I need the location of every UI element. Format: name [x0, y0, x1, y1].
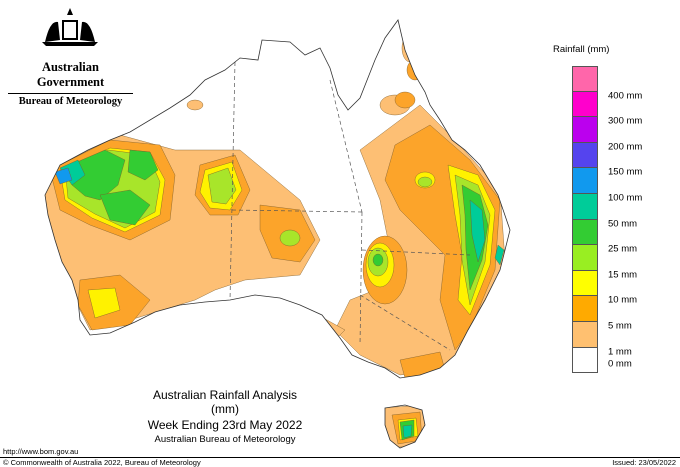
- legend-swatch: [572, 91, 598, 118]
- legend-label: 100 mm: [608, 192, 643, 204]
- legend-label: 5 mm: [608, 320, 632, 332]
- government-name: Australian Government: [36, 60, 105, 89]
- legend-swatch: [572, 168, 598, 194]
- legend-swatch: [572, 66, 598, 92]
- legend-swatch: [572, 219, 598, 246]
- zone-50mm: [59, 159, 505, 439]
- legend-label: 25 mm: [608, 243, 638, 255]
- legend-swatch: [572, 245, 598, 271]
- footer-divider: [0, 457, 680, 458]
- legend-swatch: [572, 193, 598, 220]
- map-title: Australian Rainfall Analysis (mm) Week E…: [140, 388, 310, 445]
- legend-swatches: [572, 66, 598, 374]
- legend-label: 150 mm: [608, 166, 643, 178]
- legend-swatch: [572, 321, 598, 348]
- state-borders: [229, 61, 471, 351]
- bureau-name: Bureau of Meteorology: [8, 93, 133, 107]
- legend-label: 300 mm: [608, 115, 643, 127]
- copyright-text: © Commonwealth of Australia 2022, Bureau…: [3, 458, 201, 467]
- website-link[interactable]: http://www.bom.gov.au: [3, 447, 79, 456]
- coat-of-arms-icon: [42, 8, 98, 46]
- legend-swatch: [572, 347, 598, 374]
- issued-date: Issued: 23/05/2022: [612, 458, 676, 467]
- legend-label: 50 mm: [608, 218, 638, 230]
- government-logo: Australian Government Bureau of Meteorol…: [8, 10, 133, 107]
- legend-swatch: [572, 296, 598, 322]
- zone-100mm: [54, 167, 73, 185]
- legend-title: Rainfall (mm): [553, 44, 610, 55]
- legend-swatch: [572, 142, 598, 169]
- legend-label: 10 mm: [608, 294, 638, 306]
- title-line-3: Australian Bureau of Meteorology: [154, 434, 296, 445]
- title-line-2: Week Ending 23rd May 2022: [147, 418, 303, 432]
- legend-swatch: [572, 117, 598, 143]
- legend-swatch: [572, 270, 598, 297]
- legend-label: 0 mm: [608, 358, 632, 370]
- legend-label: 1 mm: [608, 346, 632, 358]
- legend-label: 15 mm: [608, 269, 638, 281]
- title-line-1: Australian Rainfall Analysis (mm): [152, 388, 298, 416]
- legend-label: 400 mm: [608, 90, 643, 102]
- legend-label: 200 mm: [608, 141, 643, 153]
